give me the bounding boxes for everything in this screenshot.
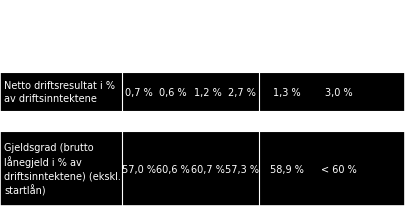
Text: 2,7 %: 2,7 %: [228, 87, 256, 97]
Text: 1,3 %: 1,3 %: [273, 87, 301, 97]
Text: 0,6 %: 0,6 %: [159, 87, 187, 97]
Text: Gjeldsgrad (brutto
lånegjeld i % av
driftsinntektene) (ekskl.
startlån): Gjeldsgrad (brutto lånegjeld i % av drif…: [4, 142, 121, 196]
Text: Netto driftsresultat i %
av driftsinntektene: Netto driftsresultat i % av driftsinntek…: [4, 81, 115, 104]
Text: 57,3 %: 57,3 %: [225, 164, 259, 174]
Bar: [0, 111, 405, 132]
Text: 57,0 %: 57,0 %: [122, 164, 156, 174]
Text: 60,7 %: 60,7 %: [191, 164, 224, 174]
Text: 60,6 %: 60,6 %: [156, 164, 190, 174]
Text: 58,9 %: 58,9 %: [270, 164, 303, 174]
Text: 3,0 %: 3,0 %: [325, 87, 353, 97]
Bar: [0, 73, 405, 111]
Text: 1,2 %: 1,2 %: [194, 87, 222, 97]
Bar: [0, 0, 405, 73]
Text: 0,7 %: 0,7 %: [125, 87, 153, 97]
Text: < 60 %: < 60 %: [321, 164, 357, 174]
Bar: [0, 132, 405, 206]
